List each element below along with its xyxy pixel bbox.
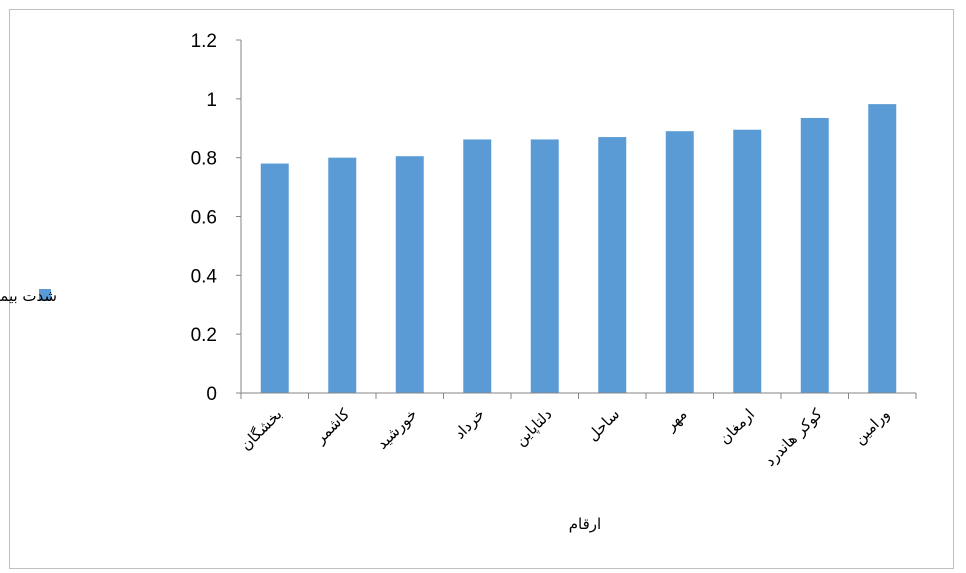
bar xyxy=(665,131,694,394)
y-tick-label: 1.2 xyxy=(191,31,217,52)
y-tick-label: 0.4 xyxy=(191,266,218,287)
y-tick-label: 1 xyxy=(206,90,217,111)
bar xyxy=(328,157,357,393)
bars xyxy=(260,104,897,394)
x-axis-title: ارقام xyxy=(569,515,601,533)
bar xyxy=(395,156,424,393)
legend: شدت بیماری xyxy=(0,287,57,305)
bar xyxy=(800,117,829,394)
x-tick-label: کاشمر xyxy=(310,404,353,447)
x-tick-label: ارمغان xyxy=(715,405,758,448)
bar xyxy=(530,139,559,393)
legend-label: شدت بیماری xyxy=(0,287,57,305)
x-tick-label: ساحل xyxy=(584,405,623,444)
x-tick-label: بخشگان xyxy=(237,405,286,454)
y-tick-label: 0 xyxy=(206,384,217,405)
x-tick-label: کوکر هاندرد xyxy=(761,404,826,469)
x-axis-labels: بخشگان کاشمر خورشید خرداد دلتاپاین ساحل مهر ارم… xyxy=(237,404,893,469)
x-tick-label: خورشید xyxy=(373,405,421,453)
y-tick-label: 0.6 xyxy=(191,208,217,229)
x-tick-label: ورامین xyxy=(850,405,893,448)
bar xyxy=(260,163,289,393)
bar xyxy=(733,129,762,394)
bar xyxy=(463,139,492,393)
y-tick-label: 0.2 xyxy=(191,325,217,346)
x-tick-label: مهر xyxy=(661,405,691,435)
bar xyxy=(598,137,627,393)
legend-swatch xyxy=(39,289,51,301)
y-axis-ticks: 0 0.2 0.4 0.6 0.8 1 1.2 xyxy=(191,31,241,405)
bar xyxy=(868,104,897,394)
x-tick-label: خرداد xyxy=(451,405,489,443)
x-tick-label: دلتاپاین xyxy=(511,405,556,450)
y-tick-label: 0.8 xyxy=(191,149,217,170)
axes xyxy=(240,40,917,399)
